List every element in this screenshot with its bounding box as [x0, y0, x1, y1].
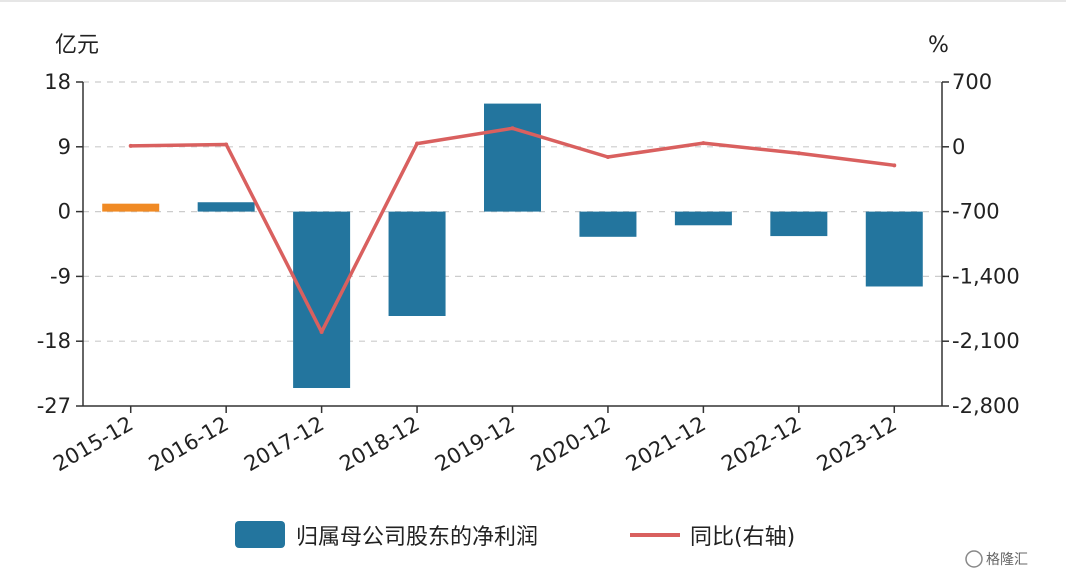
x-tick-label-2018-12: 2018-12	[336, 412, 424, 477]
x-tick-label-2020-12: 2020-12	[526, 412, 614, 477]
bar-2015-12[interactable]	[102, 203, 160, 212]
right-tick-label-2: -700	[952, 200, 1000, 224]
left-tick-label-3: -9	[50, 264, 71, 288]
right-tick-label-4: -2,100	[952, 329, 1020, 353]
x-tick-label-2019-12: 2019-12	[431, 412, 519, 477]
yoy-point-2015-12[interactable]	[128, 143, 133, 148]
right-tick-label-0: 700	[952, 70, 992, 94]
right-tick-label-5: -2,800	[952, 394, 1020, 418]
legend-item-line[interactable]: 同比(右轴)	[630, 525, 795, 550]
x-tick-label-2022-12: 2022-12	[717, 412, 805, 477]
axes	[76, 81, 949, 413]
bar-2023-12[interactable]	[865, 211, 923, 287]
bar-series	[102, 103, 923, 388]
legend-line-label: 同比(右轴)	[690, 525, 795, 550]
yoy-point-2022-12[interactable]	[796, 151, 801, 156]
legend[interactable]: 归属母公司股东的净利润 同比(右轴)	[235, 521, 795, 550]
yoy-point-2018-12[interactable]	[415, 141, 420, 146]
legend-bar-swatch	[235, 521, 285, 548]
yoy-point-2020-12[interactable]	[605, 154, 610, 159]
bar-2017-12[interactable]	[293, 211, 351, 388]
x-tick-label-2017-12: 2017-12	[240, 412, 328, 477]
left-tick-label-1: 9	[58, 135, 71, 159]
yoy-point-2023-12[interactable]	[892, 163, 897, 168]
bar-2016-12[interactable]	[197, 202, 255, 212]
left-tick-label-4: -18	[37, 329, 71, 353]
line-series	[128, 126, 897, 334]
watermark-text: 格隆汇	[986, 552, 1028, 568]
bar-2019-12[interactable]	[484, 103, 541, 212]
right-axis-unit: %	[928, 33, 949, 58]
yoy-point-2017-12[interactable]	[319, 329, 324, 334]
left-axis-unit: 亿元	[55, 33, 99, 58]
x-tick-label-2015-12: 2015-12	[49, 412, 137, 477]
left-tick-label-0: 18	[44, 70, 71, 94]
bar-2018-12[interactable]	[388, 211, 446, 316]
legend-item-bar[interactable]: 归属母公司股东的净利润	[235, 521, 538, 550]
x-tick-label-2023-12: 2023-12	[813, 412, 901, 477]
bar-2022-12[interactable]	[770, 211, 828, 237]
bar-2020-12[interactable]	[579, 211, 637, 237]
x-tick-label-2016-12: 2016-12	[145, 412, 233, 477]
yoy-point-2016-12[interactable]	[224, 142, 229, 147]
right-tick-label-3: -1,400	[952, 264, 1020, 288]
yoy-point-2019-12[interactable]	[510, 126, 515, 131]
x-tick-label-2021-12: 2021-12	[622, 412, 710, 477]
left-tick-label-5: -27	[37, 394, 71, 418]
g-logo-icon	[965, 550, 983, 568]
yoy-point-2021-12[interactable]	[701, 141, 706, 146]
left-tick-label-2: 0	[58, 200, 71, 224]
bar-2021-12[interactable]	[674, 211, 732, 226]
legend-bar-label: 归属母公司股东的净利润	[296, 525, 538, 550]
watermark: 格隆汇	[965, 550, 1028, 568]
right-tick-label-1: 0	[952, 135, 965, 159]
